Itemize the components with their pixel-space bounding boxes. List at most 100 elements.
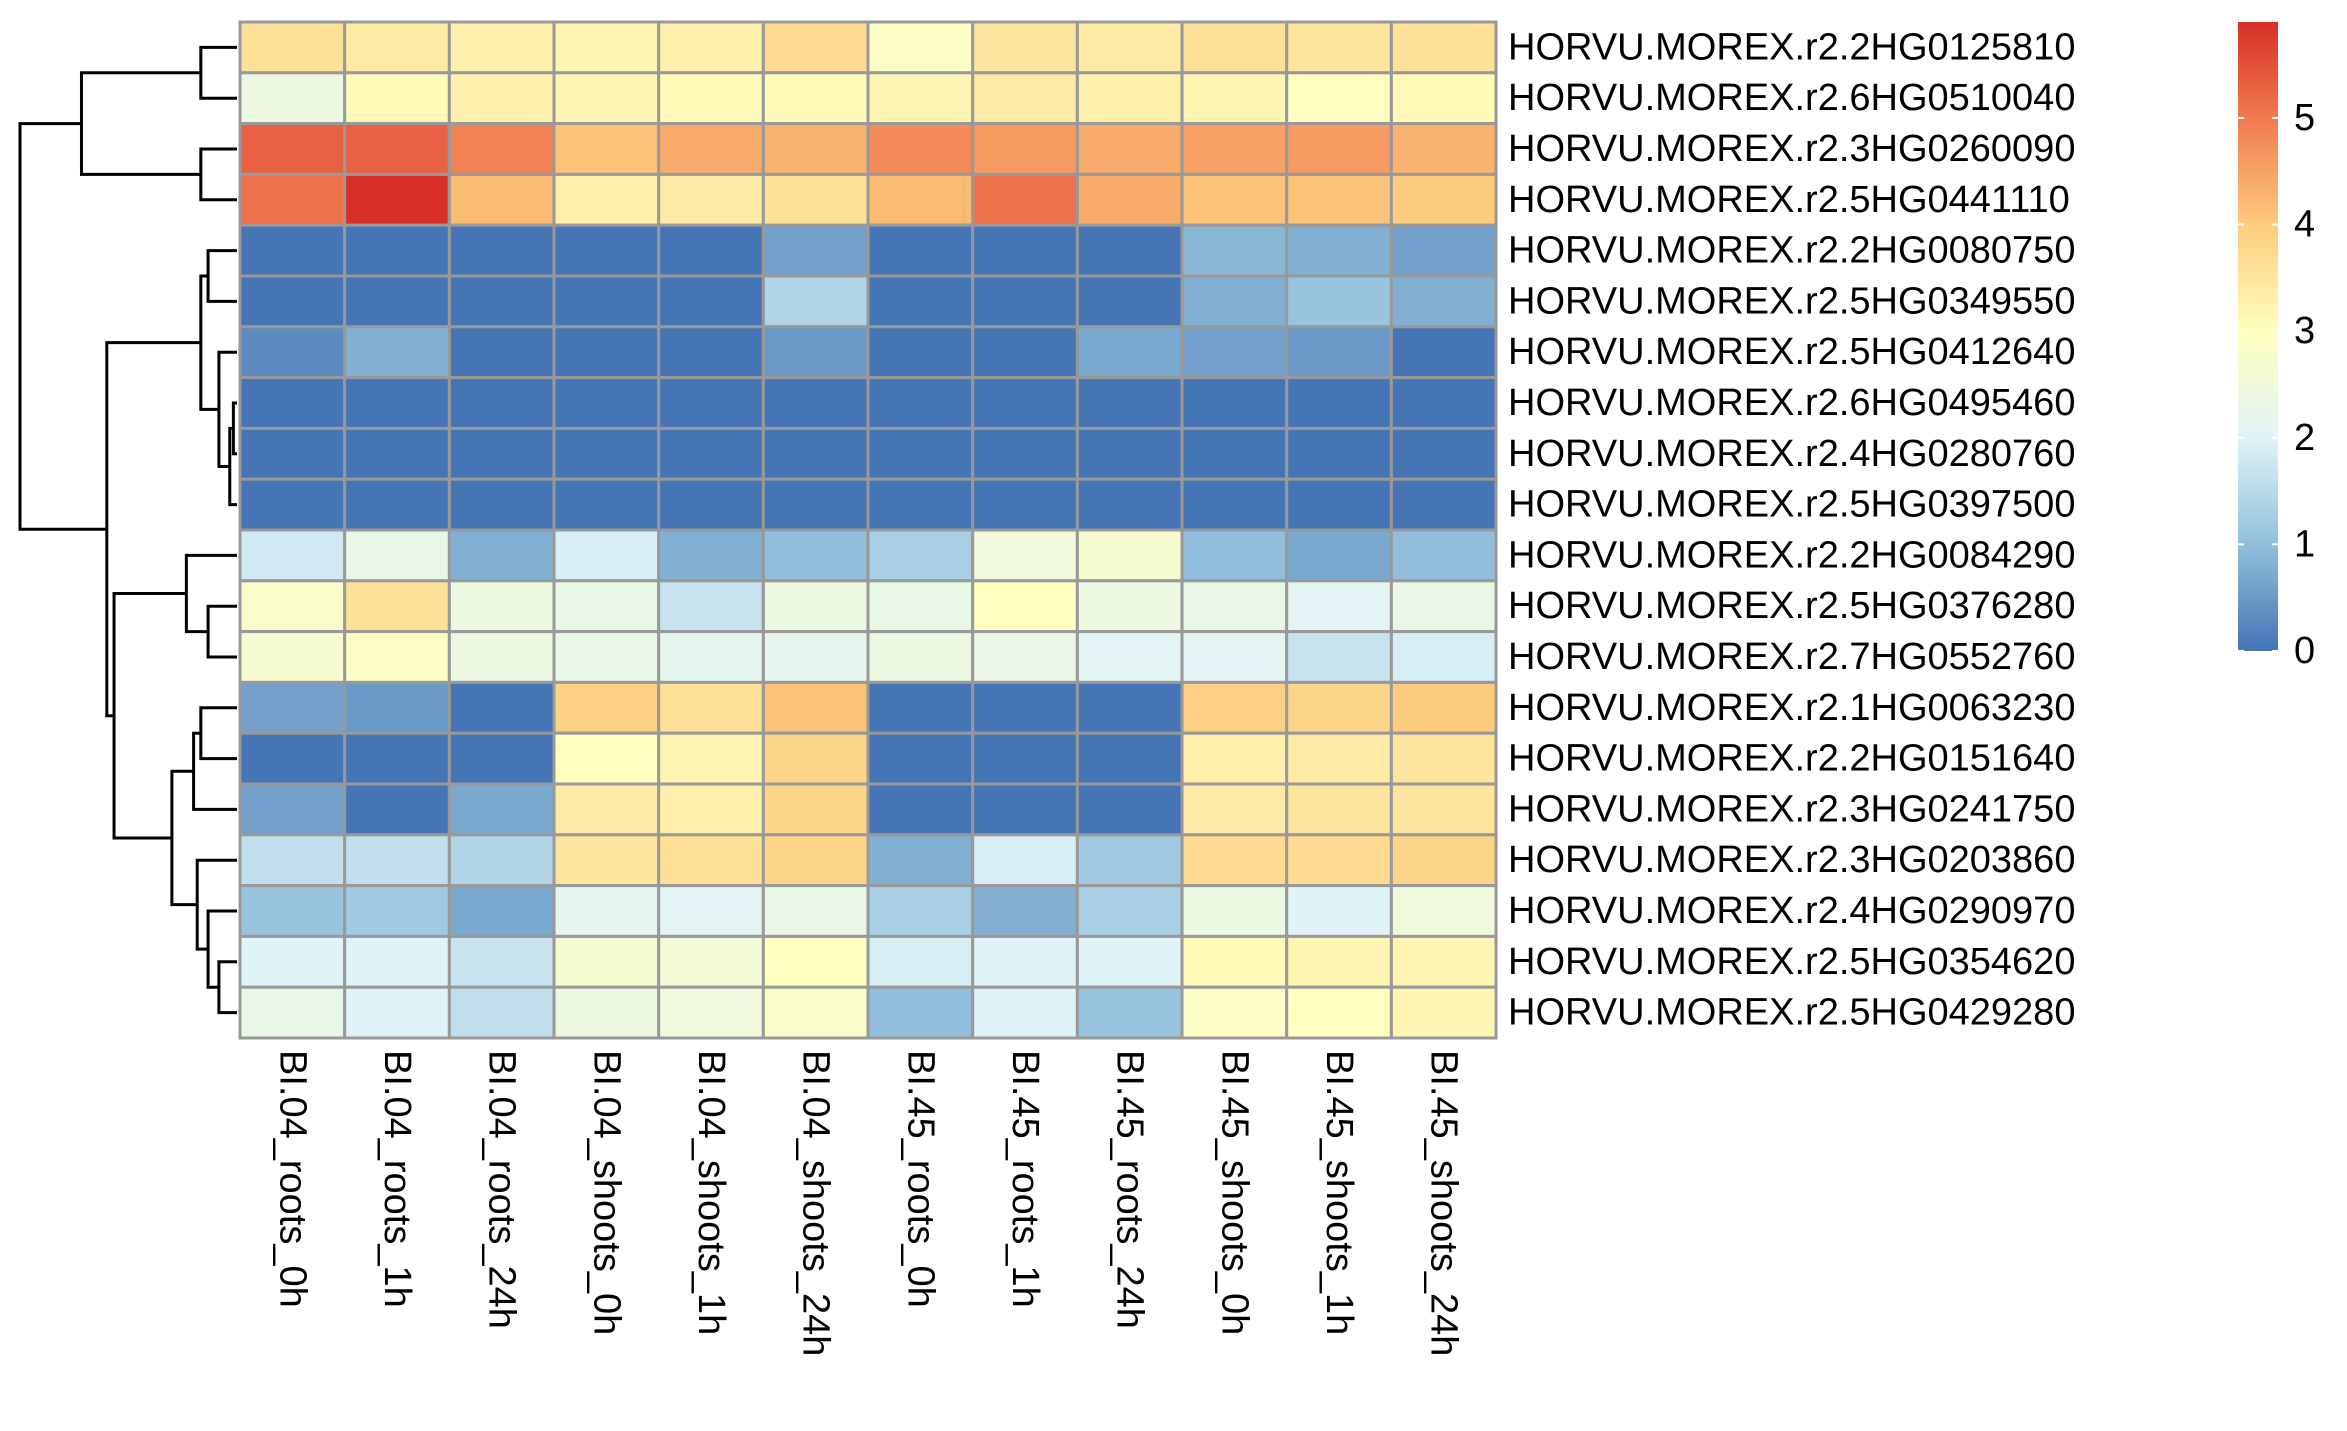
heatmap-cell	[761, 274, 870, 329]
heatmap-cell	[1285, 376, 1393, 430]
heatmap-cell	[1075, 630, 1184, 684]
heatmap-cell	[552, 680, 661, 735]
heatmap-cell	[1285, 223, 1393, 278]
heatmap-cell	[447, 833, 556, 888]
heatmap-cell	[343, 376, 451, 430]
heatmap-cell	[866, 884, 975, 938]
row-label: HORVU.MOREX.r2.2HG0080750	[1508, 230, 2075, 272]
heatmap-cell	[552, 528, 661, 583]
heatmap-cell	[866, 325, 975, 380]
heatmap-cell	[447, 579, 556, 634]
row-label: HORVU.MOREX.r2.5HG0429280	[1508, 992, 2075, 1034]
row-label: HORVU.MOREX.r2.4HG0280760	[1508, 433, 2075, 475]
heatmap-cell	[971, 579, 1079, 634]
heatmap-cell	[1180, 731, 1289, 786]
column-label: BI.45_roots_1h	[1004, 1050, 1046, 1308]
column-label: BI.45_roots_0h	[899, 1050, 941, 1308]
heatmap-cell	[761, 680, 870, 735]
heatmap-cell	[447, 630, 556, 684]
heatmap-cell	[1389, 223, 1498, 278]
heatmap-cell	[761, 426, 870, 481]
heatmap-cell	[657, 20, 765, 75]
heatmap-cell	[1285, 172, 1393, 227]
heatmap-cell	[761, 884, 870, 938]
heatmap-cell	[761, 934, 870, 989]
heatmap-cell	[1075, 884, 1184, 938]
heatmap-cell	[447, 477, 556, 532]
heatmap-cell	[1389, 782, 1498, 837]
heatmap-cell	[343, 833, 451, 888]
column-label: BI.04_shoots_0h	[585, 1050, 627, 1335]
heatmap-cell	[1389, 630, 1498, 684]
heatmap-cell	[447, 223, 556, 278]
heatmap-cell	[238, 274, 347, 329]
heatmap-cell	[1285, 985, 1393, 1040]
heatmap-cell	[971, 122, 1079, 176]
heatmap-cell	[971, 376, 1079, 430]
dendrogram-branch	[228, 426, 237, 507]
heatmap-cell	[761, 122, 870, 176]
heatmap-cell	[1075, 426, 1184, 481]
heatmap-cell	[657, 630, 765, 684]
heatmap-cell	[447, 985, 556, 1040]
heatmap-cell	[761, 833, 870, 888]
heatmap-cell	[1075, 274, 1184, 329]
heatmap-cell	[1389, 579, 1498, 634]
heatmap-cell	[238, 122, 347, 176]
dendrogram-branch	[199, 706, 237, 761]
heatmap-cell	[447, 274, 556, 329]
heatmap-cell	[1285, 884, 1393, 938]
heatmap-cell	[761, 20, 870, 75]
heatmap-cell	[447, 426, 556, 481]
heatmap-cell	[343, 172, 451, 227]
heatmap-cell	[447, 122, 556, 176]
legend-tick-label: 3	[2294, 310, 2315, 352]
heatmap-cell	[1075, 985, 1184, 1040]
heatmap-cell	[1389, 985, 1498, 1040]
dendrogram-branch	[206, 909, 237, 989]
heatmap-cell	[238, 985, 347, 1040]
heatmap-cell	[866, 731, 975, 786]
heatmap-cell	[447, 884, 556, 938]
heatmap-cell	[1180, 376, 1289, 430]
heatmap-cell	[971, 477, 1079, 532]
heatmap-cell	[657, 325, 765, 380]
row-label: HORVU.MOREX.r2.5HG0412640	[1508, 331, 2075, 373]
heatmap-cell	[761, 376, 870, 430]
heatmap-cell	[1285, 325, 1393, 380]
heatmap-cell	[1285, 477, 1393, 532]
heatmap-cell	[1180, 782, 1289, 837]
heatmap-cell	[1285, 680, 1393, 735]
row-label: HORVU.MOREX.r2.7HG0552760	[1508, 636, 2075, 678]
heatmap-cell	[1180, 528, 1289, 583]
dendrogram-branch	[195, 858, 237, 951]
heatmap-cell	[1180, 884, 1289, 938]
row-label: HORVU.MOREX.r2.6HG0510040	[1508, 77, 2075, 119]
heatmap-cell	[238, 782, 347, 837]
column-label: BI.04_shoots_24h	[795, 1050, 837, 1356]
heatmap-cell	[971, 325, 1079, 380]
heatmap-cell	[761, 325, 870, 380]
column-labels: BI.04_roots_0h BI.04_roots_1h BI.04_roots_…	[271, 1050, 1464, 1356]
heatmap-cell	[343, 630, 451, 684]
heatmap-cell	[552, 172, 661, 227]
heatmap-cell	[238, 680, 347, 735]
row-label: HORVU.MOREX.r2.2HG0151640	[1508, 738, 2075, 780]
heatmap-cell	[552, 376, 661, 430]
heatmap-cell	[971, 20, 1079, 75]
heatmap-cell	[1180, 426, 1289, 481]
heatmap-cell	[343, 782, 451, 837]
heatmap-cell	[1285, 528, 1393, 583]
heatmap-cell	[657, 884, 765, 938]
heatmap-cell	[552, 20, 661, 75]
heatmap-cell	[447, 376, 556, 430]
dendrogram-branch	[231, 401, 237, 456]
heatmap-cell	[1075, 731, 1184, 786]
row-label: HORVU.MOREX.r2.4HG0290970	[1508, 890, 2075, 932]
heatmap-cell	[761, 477, 870, 532]
heatmap-cell	[1075, 528, 1184, 583]
heatmap-cell	[343, 71, 451, 126]
heatmap-cell	[866, 376, 975, 430]
dendrogram-branch	[206, 604, 237, 659]
